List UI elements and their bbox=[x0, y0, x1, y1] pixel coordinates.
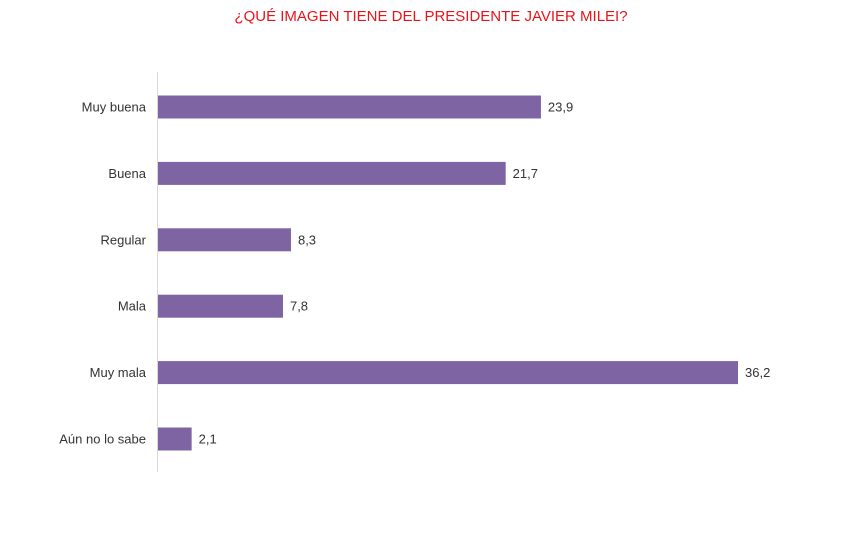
bar bbox=[158, 361, 738, 385]
bar bbox=[158, 161, 506, 185]
category-label: Muy buena bbox=[82, 100, 147, 115]
value-label: 8,3 bbox=[298, 232, 316, 247]
chart-title: ¿QUÉ IMAGEN TIENE DEL PRESIDENTE JAVIER … bbox=[234, 8, 628, 25]
value-label: 21,7 bbox=[513, 166, 538, 181]
bar bbox=[158, 228, 291, 252]
bar bbox=[158, 294, 283, 318]
bar bbox=[158, 427, 192, 451]
category-label: Mala bbox=[118, 299, 147, 314]
value-label: 23,9 bbox=[548, 100, 573, 115]
category-label: Aún no lo sabe bbox=[59, 432, 146, 447]
value-label: 36,2 bbox=[745, 365, 770, 380]
category-label: Regular bbox=[100, 232, 146, 247]
category-label: Muy mala bbox=[90, 365, 147, 380]
value-label: 7,8 bbox=[290, 299, 308, 314]
category-label: Buena bbox=[108, 166, 146, 181]
bar bbox=[158, 95, 541, 119]
value-label: 2,1 bbox=[199, 432, 217, 447]
